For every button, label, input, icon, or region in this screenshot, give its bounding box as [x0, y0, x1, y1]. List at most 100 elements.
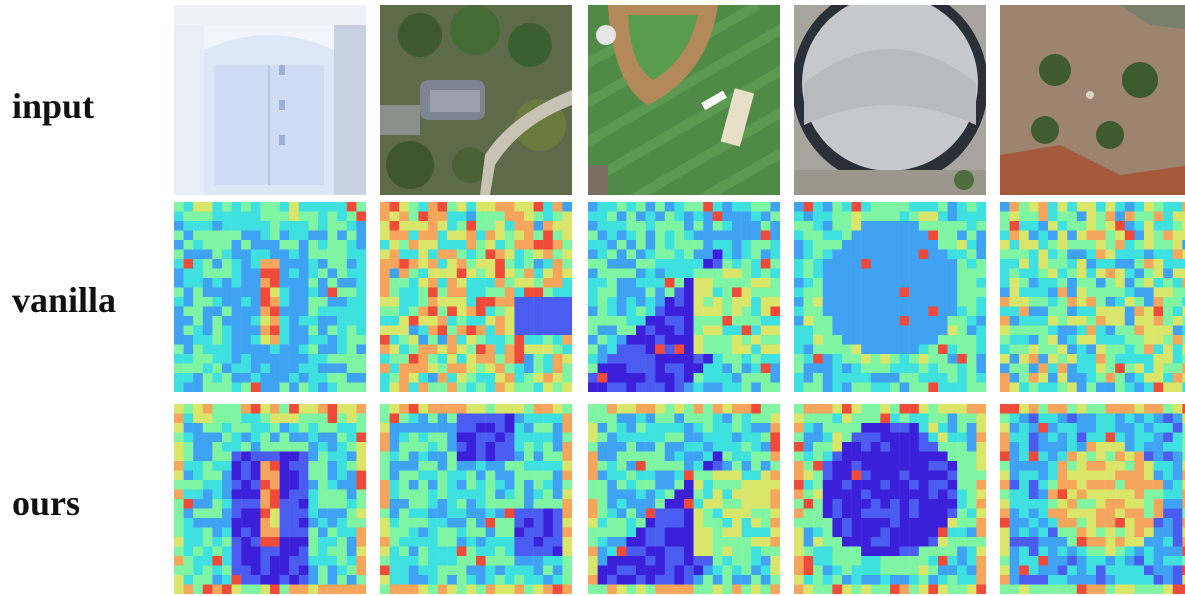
- heatmap-cell: [842, 202, 852, 212]
- heatmap-cell: [870, 470, 881, 481]
- heatmap-cell: [476, 297, 486, 307]
- heatmap-cell: [174, 489, 184, 500]
- heatmap-cell: [928, 278, 939, 288]
- heatmap-cell: [861, 335, 871, 345]
- heatmap-cell: [250, 382, 261, 392]
- heatmap-cell: [241, 316, 251, 326]
- heatmap-grid: [174, 404, 366, 594]
- heatmap-cell: [408, 537, 419, 547]
- heatmap-cell: [1153, 508, 1164, 519]
- heatmap-cell: [607, 442, 617, 452]
- heatmap-cell: [193, 537, 203, 547]
- heatmap-cell: [447, 249, 457, 260]
- heatmap-cell: [966, 221, 977, 231]
- heatmap-cell: [552, 221, 563, 231]
- heatmap-cell: [1048, 404, 1058, 414]
- heatmap-cell: [597, 211, 608, 222]
- heatmap-cell: [607, 470, 617, 481]
- heatmap-cell: [1019, 546, 1029, 557]
- heatmap-cell: [1009, 461, 1020, 471]
- heatmap-cell: [861, 259, 871, 269]
- heatmap-cell: [899, 442, 910, 452]
- heatmap-cell: [327, 461, 338, 471]
- heatmap-cell: [1019, 306, 1029, 317]
- heatmap-cell: [588, 363, 598, 374]
- heatmap-cell: [957, 354, 967, 364]
- heatmap-cell: [202, 537, 213, 547]
- heatmap-cell: [1144, 518, 1154, 528]
- heatmap-cell: [193, 268, 203, 279]
- heatmap-cell: [1067, 451, 1077, 462]
- heatmap-cell: [1038, 363, 1049, 374]
- heatmap-cell: [957, 470, 967, 481]
- heatmap-cell: [212, 537, 223, 547]
- heatmap-cell: [928, 240, 939, 250]
- heatmap-cell: [1134, 382, 1145, 392]
- heatmap-cell: [674, 461, 685, 471]
- heatmap-cell: [1096, 556, 1106, 566]
- heatmap-grid: [588, 202, 780, 392]
- heatmap-cell: [1038, 249, 1049, 260]
- heatmap-cell: [1019, 268, 1029, 279]
- heatmap-cell: [588, 451, 598, 462]
- heatmap-cell: [1028, 306, 1039, 317]
- heatmap-cell: [1172, 268, 1183, 279]
- heatmap-cell: [418, 382, 429, 392]
- heatmap-cell: [1096, 259, 1106, 269]
- heatmap-cell: [466, 297, 477, 307]
- heatmap-cell: [495, 423, 505, 433]
- heatmap-cell: [928, 480, 939, 490]
- heatmap-cell: [408, 432, 419, 443]
- heatmap-cell: [918, 268, 929, 279]
- heatmap-cell: [456, 373, 467, 383]
- heatmap-cell: [356, 480, 366, 490]
- heatmap-cell: [447, 202, 457, 212]
- heatmap-cell: [732, 335, 742, 345]
- heatmap-cell: [543, 297, 553, 307]
- heatmap-cell: [822, 211, 833, 222]
- heatmap-cell: [794, 268, 804, 279]
- heatmap-cell: [693, 240, 704, 250]
- heatmap-cell: [674, 499, 685, 509]
- heatmap-cell: [270, 480, 280, 490]
- heatmap-cell: [1019, 527, 1029, 538]
- heatmap-cell: [760, 306, 771, 317]
- heatmap-cell: [318, 537, 328, 547]
- heatmap-cell: [447, 373, 457, 383]
- heatmap-cell: [822, 404, 833, 414]
- heatmap-cell: [1009, 480, 1020, 490]
- heatmap-cell: [861, 423, 871, 433]
- heatmap-cell: [1057, 211, 1068, 222]
- heatmap-cell: [346, 556, 357, 566]
- heatmap-cell: [957, 451, 967, 462]
- heatmap-cell: [1086, 278, 1097, 288]
- heatmap-cell: [485, 527, 496, 538]
- heatmap-cell: [607, 297, 617, 307]
- heatmap-cell: [1048, 382, 1058, 392]
- heatmap-cell: [770, 230, 780, 241]
- heatmap-cell: [1076, 413, 1087, 424]
- heatmap-cell: [447, 461, 457, 471]
- heatmap-cell: [813, 382, 823, 392]
- heatmap-cell: [356, 575, 366, 585]
- heatmap-cell: [308, 297, 319, 307]
- heatmap-cell: [298, 344, 309, 355]
- heatmap-cell: [1038, 584, 1049, 594]
- heatmap-cell: [880, 297, 891, 307]
- heatmap-cell: [851, 470, 862, 481]
- heatmap-cell: [588, 259, 598, 269]
- heatmap-cell: [1086, 249, 1097, 260]
- heatmap-cell: [918, 451, 929, 462]
- heatmap-cell: [1115, 413, 1125, 424]
- heatmap-cell: [684, 423, 694, 433]
- heatmap-cell: [770, 382, 780, 392]
- heatmap-cell: [626, 575, 637, 585]
- heatmap-cell: [476, 306, 486, 317]
- heatmap-cell: [504, 240, 515, 250]
- heatmap-cell: [193, 556, 203, 566]
- heatmap-cell: [250, 344, 261, 355]
- heatmap-cell: [241, 202, 251, 212]
- heatmap-cell: [597, 461, 608, 471]
- heatmap-cell: [308, 480, 319, 490]
- heatmap-cell: [1057, 382, 1068, 392]
